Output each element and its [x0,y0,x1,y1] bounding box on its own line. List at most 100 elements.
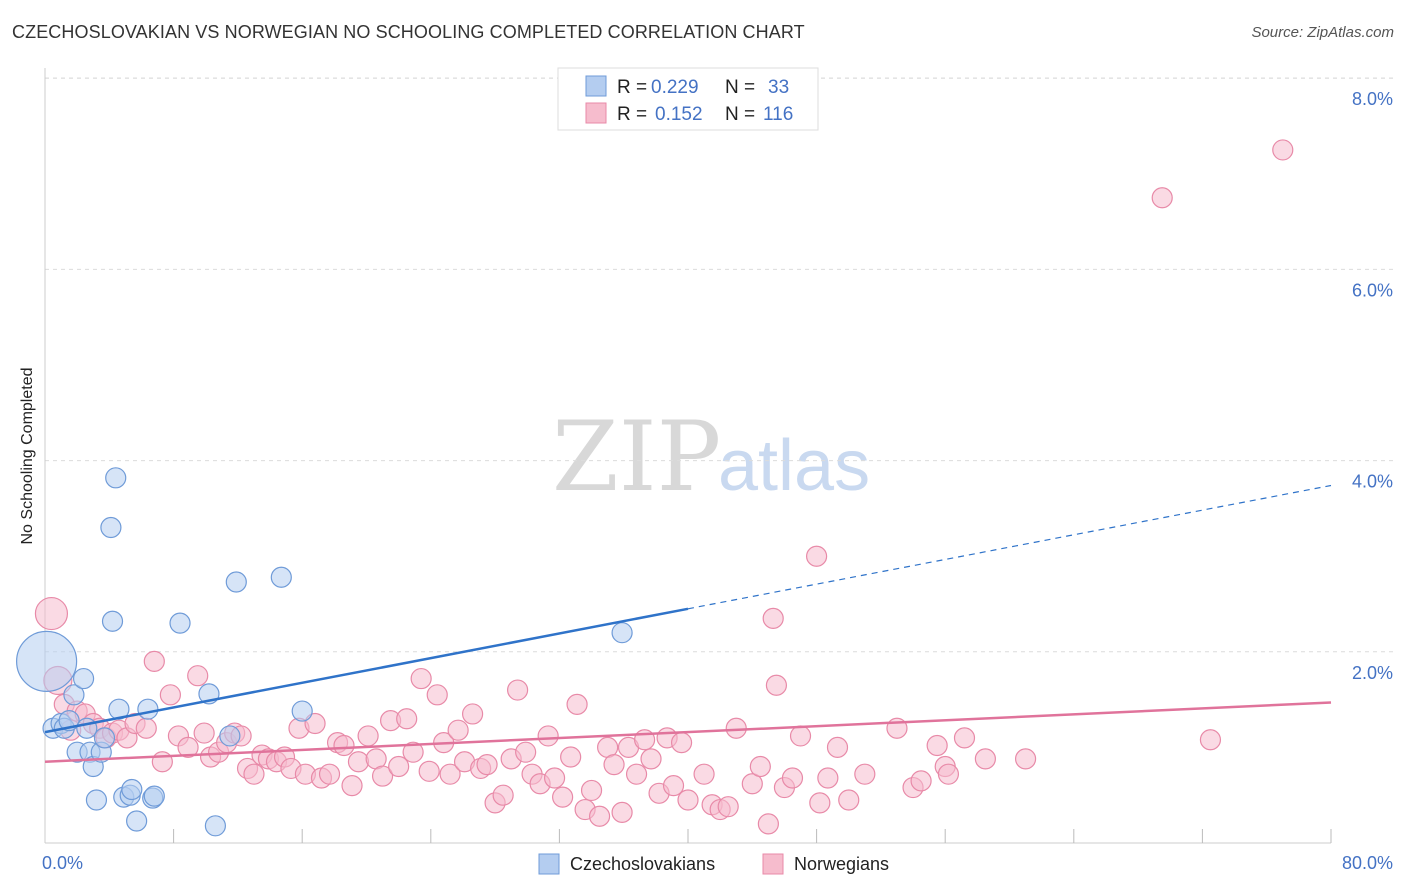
norwegians-point-48 [402,741,424,763]
norwegians-point-73 [588,805,611,827]
trend-lines [44,484,1332,763]
series-norwegians-points [34,139,1294,835]
norwegians-point-100 [809,792,831,814]
norwegians-point-50 [418,760,440,782]
norwegians-point-49 [410,667,432,690]
norwegians-point-62 [507,679,529,701]
czechoslovakians-point-28 [219,725,241,747]
czechoslovakians-point-24 [143,785,165,807]
czechoslovakians-point-25 [169,612,191,634]
norwegians-point-104 [854,763,876,785]
y-tick-label-4: 4.0% [1352,472,1393,492]
legend-n-label-2: N = [725,104,755,125]
norwegians-point-70 [566,693,588,715]
norwegians-point-37 [318,763,341,785]
legend-r-value-2: 0.152 [655,104,703,125]
norwegians-point-112 [974,748,996,770]
norwegians-point-97 [781,767,804,789]
norwegians-point-39 [333,734,355,757]
czechoslovakians-point-21 [126,810,148,832]
norwegians-point-84 [670,732,693,754]
y-tick-label-2: 2.0% [1352,663,1393,683]
norwegians-point-76 [611,801,633,824]
norwegians-point-90 [725,717,747,739]
norwegians-point-54 [447,719,469,741]
czechoslovakians-point-20 [121,778,143,801]
norwegians-point-113 [1014,748,1037,770]
norwegians-point-107 [910,770,932,792]
bottom-legend-swatch-norwegians [762,853,784,875]
norwegians-point-101 [817,767,839,789]
czechoslovakians-point-22 [137,698,159,720]
czechoslovakians-point-27 [204,815,226,837]
watermark-zip: ZIP [552,401,721,513]
norwegians-point-99 [805,545,828,567]
legend-r-value-1: 0.229 [651,77,699,98]
norwegians-point-44 [371,765,394,787]
norwegians-point-93 [757,813,779,835]
norwegians-trend-line [44,701,1332,763]
legend-n-value-2: 116 [763,104,793,125]
norwegians-point-85 [677,789,699,811]
norwegians-point-35 [304,712,326,735]
norwegians-point-86 [693,763,715,785]
y-tick-labels: 2.0% 4.0% 6.0% 8.0% [1352,89,1393,683]
norwegians-point-46 [388,755,410,778]
norwegians-point-111 [953,727,976,749]
norwegians-point-72 [580,779,603,802]
norwegians-point-95 [765,674,788,696]
czechoslovakians-point-7 [72,667,95,690]
series-czechoslovakians-points [16,467,633,837]
czechoslovakians-trend-line [44,607,689,734]
czechoslovakians-point-5 [63,684,85,706]
norwegians-point-89 [717,796,739,818]
norwegians-point-83 [662,775,685,797]
norwegians-point-102 [826,736,849,759]
norwegians-point-68 [552,786,574,808]
norwegians-point-18 [177,736,199,759]
norwegians-point-13 [135,717,157,739]
norwegians-point-16 [159,684,181,706]
norwegians-point-66 [537,725,559,747]
norwegians-point-75 [603,754,625,776]
norwegians-point-60 [492,784,514,806]
norwegians-point-19 [187,665,209,687]
norwegians-point-0 [34,596,69,631]
czechoslovakians-point-14 [100,516,122,539]
norwegians-point-14 [143,650,165,672]
legend-r-label-1: R = [617,77,647,98]
y-tick-label-6: 6.0% [1352,280,1393,300]
norwegians-point-92 [749,755,771,778]
legend-n-value-1: 33 [768,77,789,98]
chart-title: CZECHOSLOVAKIAN VS NORWEGIAN NO SCHOOLIN… [12,22,805,42]
czechoslovakians-point-31 [291,700,313,722]
norwegians-point-58 [476,754,498,776]
norwegians-point-80 [640,748,662,770]
norwegians-point-53 [439,763,461,785]
norwegians-point-114 [1151,187,1173,209]
norwegians-point-63 [515,741,537,763]
norwegians-point-41 [347,751,370,773]
norwegians-point-103 [838,789,860,811]
czechoslovakians-point-30 [270,566,292,588]
norwegians-point-108 [926,734,948,757]
grid-lines [45,77,1393,653]
norwegians-point-56 [461,703,484,725]
czechoslovakians-point-13 [93,727,116,749]
norwegians-point-15 [151,751,173,773]
norwegians-point-69 [560,746,582,768]
norwegians-point-67 [543,767,566,789]
norwegians-point-115 [1199,729,1222,751]
norwegians-point-42 [357,725,379,747]
czechoslovakians-point-15 [101,610,124,632]
legend: R = 0.229 N = 33 R = 0.152 N = 116 [557,67,819,131]
norwegians-point-91 [741,773,763,795]
bottom-legend-label-norwegians: Norwegians [794,854,889,874]
norwegians-point-47 [396,708,418,730]
bottom-legend-label-czechoslovakians: Czechoslovakians [570,854,715,874]
czechoslovakians-point-8 [76,717,98,739]
legend-r-label-2: R = [617,104,647,125]
norwegians-point-116 [1272,139,1294,161]
czechoslovakians-point-16 [105,467,127,489]
